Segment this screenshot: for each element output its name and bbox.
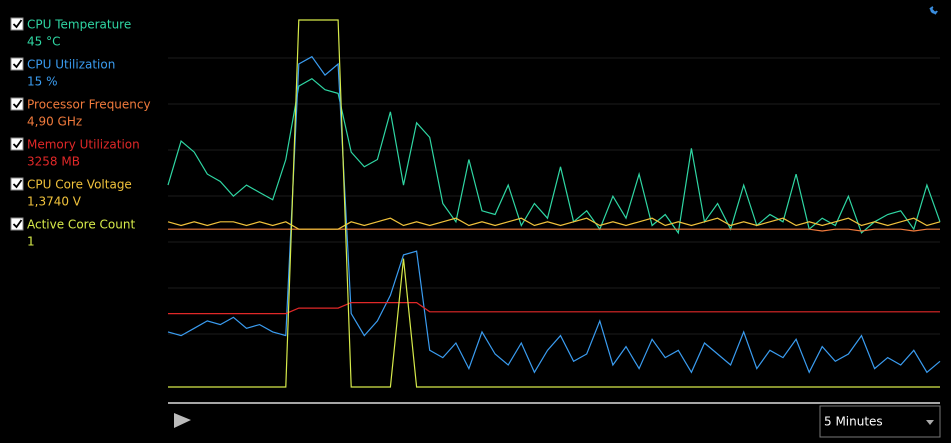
series-line xyxy=(167,55,941,374)
legend-entry: Processor Frequency 4,90 GHz xyxy=(10,97,151,129)
series-line xyxy=(168,228,940,232)
series-line xyxy=(168,302,940,315)
time-range-dropdown[interactable]: 5 Minutes xyxy=(819,405,941,438)
series-reading: 4,90 GHz xyxy=(27,115,82,129)
series-reading: 3258 MB xyxy=(27,155,80,169)
series-reading: 15 % xyxy=(27,75,58,89)
dropdown-arrow xyxy=(926,420,934,425)
series-line xyxy=(167,217,941,230)
series-reading: 1 xyxy=(27,235,35,249)
legend-entry: CPU Utilization 15 % xyxy=(10,57,115,89)
series-name: Processor Frequency xyxy=(27,98,151,112)
legend-entry: CPU Temperature 45 °C xyxy=(10,17,131,49)
series-reading: 1,3740 V xyxy=(27,195,82,209)
series-name: CPU Utilization xyxy=(27,58,115,72)
plot xyxy=(167,19,941,388)
series-reading: 45 °C xyxy=(27,35,60,49)
series-name: Active Core Count xyxy=(27,218,135,232)
checkmark xyxy=(12,219,23,229)
play-button[interactable] xyxy=(174,413,191,428)
series-name: Memory Utilization xyxy=(27,138,140,152)
checkmark xyxy=(12,19,23,29)
legend-entry: CPU Core Voltage 1,3740 V xyxy=(10,177,132,209)
checkmark xyxy=(12,139,23,149)
dropdown-box xyxy=(819,405,941,438)
checkmark xyxy=(12,59,23,69)
checkmark xyxy=(12,99,23,109)
checkmark xyxy=(12,179,23,189)
settings-icon[interactable] xyxy=(929,6,938,15)
series-name: CPU Core Voltage xyxy=(27,178,132,192)
series-name: CPU Temperature xyxy=(27,18,131,32)
series-line xyxy=(168,19,940,388)
legend: CPU Temperature 45 °C CPU Utilization 15 % P… xyxy=(10,17,151,249)
dropdown-label: 5 Minutes xyxy=(824,415,883,429)
legend-entry: Memory Utilization 3258 MB xyxy=(10,137,140,169)
legend-entry: Active Core Count 1 xyxy=(10,217,135,249)
